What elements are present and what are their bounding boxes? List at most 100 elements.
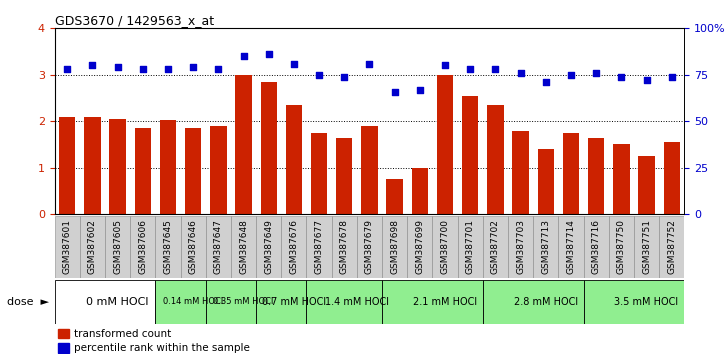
Point	[590, 70, 602, 76]
Bar	[80, 216, 105, 278]
Point	[288, 61, 300, 67]
Text: GSM387716: GSM387716	[592, 219, 601, 274]
Bar	[407, 216, 432, 278]
Bar	[55, 216, 80, 278]
Text: percentile rank within the sample: percentile rank within the sample	[74, 343, 250, 353]
Point	[414, 87, 426, 92]
Text: GSM387751: GSM387751	[642, 219, 651, 274]
Bar	[533, 216, 558, 278]
Text: GSM387647: GSM387647	[214, 219, 223, 274]
Point	[641, 78, 652, 83]
Bar	[231, 216, 256, 278]
Text: 0 mM HOCl: 0 mM HOCl	[87, 297, 149, 307]
Bar	[387, 179, 403, 214]
Bar	[483, 280, 584, 324]
Text: 0.35 mM HOCl: 0.35 mM HOCl	[213, 297, 274, 306]
Point	[137, 67, 149, 72]
Bar	[361, 126, 378, 214]
Text: GSM387676: GSM387676	[290, 219, 298, 274]
Bar	[281, 216, 306, 278]
Bar	[130, 216, 155, 278]
Text: transformed count: transformed count	[74, 329, 171, 339]
Text: 0.14 mM HOCl: 0.14 mM HOCl	[163, 297, 223, 306]
Bar	[513, 131, 529, 214]
Point	[237, 53, 249, 59]
Bar	[105, 216, 130, 278]
Point	[162, 67, 174, 72]
Bar	[537, 149, 554, 214]
Bar	[558, 216, 584, 278]
Bar	[306, 280, 382, 324]
Bar	[609, 216, 634, 278]
Point	[464, 67, 476, 72]
Bar	[487, 105, 504, 214]
Bar	[58, 343, 69, 353]
Point	[213, 67, 224, 72]
Bar	[181, 216, 206, 278]
Bar	[256, 280, 306, 324]
Point	[439, 63, 451, 68]
Bar	[55, 280, 155, 324]
Bar	[261, 82, 277, 214]
Text: GSM387601: GSM387601	[63, 219, 71, 274]
Text: GDS3670 / 1429563_x_at: GDS3670 / 1429563_x_at	[55, 14, 214, 27]
Bar	[613, 144, 630, 214]
Text: GSM387703: GSM387703	[516, 219, 525, 274]
Point	[540, 79, 552, 85]
Bar	[256, 216, 281, 278]
Bar	[411, 168, 428, 214]
Point	[666, 74, 678, 79]
Text: GSM387701: GSM387701	[466, 219, 475, 274]
Point	[112, 64, 124, 70]
Bar	[483, 216, 508, 278]
Text: dose  ►: dose ►	[7, 297, 50, 307]
Bar	[84, 116, 100, 214]
Bar	[659, 216, 684, 278]
Text: GSM387750: GSM387750	[617, 219, 626, 274]
Text: 0.7 mM HOCl: 0.7 mM HOCl	[262, 297, 326, 307]
Text: GSM387606: GSM387606	[138, 219, 147, 274]
Text: GSM387648: GSM387648	[239, 219, 248, 274]
Bar	[382, 280, 483, 324]
Bar	[458, 216, 483, 278]
Text: GSM387605: GSM387605	[113, 219, 122, 274]
Text: GSM387677: GSM387677	[314, 219, 323, 274]
Text: GSM387752: GSM387752	[668, 219, 676, 274]
Bar	[584, 216, 609, 278]
Bar	[588, 137, 604, 214]
Point	[339, 74, 350, 79]
Point	[87, 63, 98, 68]
Text: GSM387700: GSM387700	[440, 219, 449, 274]
Bar	[311, 133, 328, 214]
Bar	[206, 280, 256, 324]
Point	[515, 70, 526, 76]
Bar	[332, 216, 357, 278]
Bar	[206, 216, 231, 278]
Bar	[584, 280, 684, 324]
Text: GSM387645: GSM387645	[164, 219, 173, 274]
Text: GSM387698: GSM387698	[390, 219, 399, 274]
Point	[565, 72, 577, 78]
Bar	[109, 119, 126, 214]
Text: GSM387602: GSM387602	[88, 219, 97, 274]
Bar	[185, 128, 202, 214]
Point	[187, 64, 199, 70]
Text: 2.8 mM HOCl: 2.8 mM HOCl	[514, 297, 578, 307]
Bar	[382, 216, 407, 278]
Text: GSM387646: GSM387646	[189, 219, 197, 274]
Bar	[663, 142, 680, 214]
Bar	[634, 216, 659, 278]
Bar	[235, 75, 252, 214]
Bar	[357, 216, 382, 278]
Bar	[336, 137, 352, 214]
Bar	[135, 128, 151, 214]
Text: GSM387679: GSM387679	[365, 219, 374, 274]
Text: 3.5 mM HOCl: 3.5 mM HOCl	[614, 297, 678, 307]
Text: 2.1 mM HOCl: 2.1 mM HOCl	[413, 297, 477, 307]
Bar	[508, 216, 533, 278]
Bar	[638, 156, 654, 214]
Bar	[155, 280, 206, 324]
Bar	[210, 126, 226, 214]
Bar	[432, 216, 458, 278]
Bar	[159, 120, 176, 214]
